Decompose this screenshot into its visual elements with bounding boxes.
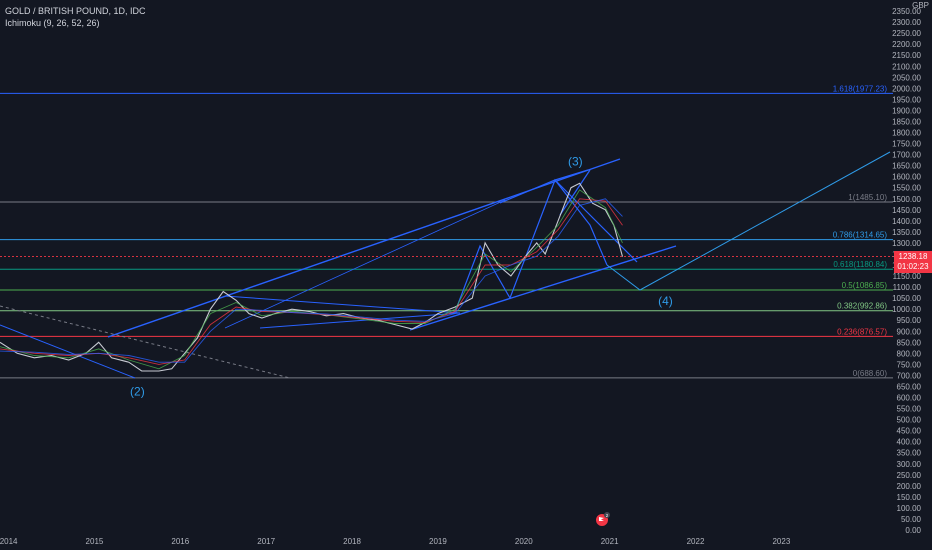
event-flag-icon[interactable]: 2 bbox=[594, 512, 610, 528]
price-series-line bbox=[0, 182, 624, 372]
y-axis-tick-label: 2100.00 bbox=[892, 62, 921, 71]
fib-level-label: 0.382(992.86) bbox=[837, 302, 887, 311]
y-axis-tick-label: 0.00 bbox=[905, 526, 921, 535]
y-axis-tick-label: 500.00 bbox=[897, 416, 922, 425]
y-axis-tick-label: 900.00 bbox=[897, 327, 922, 336]
y-axis-tick-label: 950.00 bbox=[897, 316, 922, 325]
price-series-line bbox=[0, 198, 623, 365]
y-axis-tick-label: 1000.00 bbox=[892, 305, 921, 314]
x-axis-tick-label: 2018 bbox=[343, 537, 361, 546]
y-axis-tick-label: 450.00 bbox=[897, 427, 922, 436]
y-axis-tick-label: 250.00 bbox=[897, 471, 922, 480]
y-axis-tick-label: 600.00 bbox=[897, 394, 922, 403]
fib-levels: 1.618(1977.23) 1(1485.10) 0.786(1314.65) 0.… bbox=[0, 84, 893, 379]
x-axis-tick-label: 2019 bbox=[429, 537, 447, 546]
price-series-line bbox=[0, 189, 623, 370]
y-axis[interactable]: 0.00 50.00 100.00 150.00 200.00 250.00 300.00 3… bbox=[892, 7, 921, 535]
y-axis-tick-label: 1600.00 bbox=[892, 173, 921, 182]
currency-label: GBP bbox=[912, 1, 929, 10]
y-axis-tick-label: 1750.00 bbox=[892, 140, 921, 149]
wedge-inner-line[interactable] bbox=[259, 312, 461, 329]
y-axis-tick-label: 2000.00 bbox=[892, 84, 921, 93]
channel-lower-line[interactable] bbox=[409, 245, 677, 331]
x-axis-tick-label: 2017 bbox=[257, 537, 275, 546]
wave-zigzag-line[interactable] bbox=[454, 178, 608, 313]
y-axis-tick-label: 1400.00 bbox=[892, 217, 921, 226]
y-axis-tick-label: 750.00 bbox=[897, 360, 922, 369]
y-axis-tick-label: 1850.00 bbox=[892, 117, 921, 126]
price-series bbox=[0, 182, 624, 372]
y-axis-tick-label: 400.00 bbox=[897, 438, 922, 447]
fib-level-label: 0.236(876.57) bbox=[837, 327, 887, 336]
trend-lines bbox=[0, 151, 891, 379]
wave-label: (2) bbox=[130, 384, 145, 398]
y-axis-tick-label: 1350.00 bbox=[892, 228, 921, 237]
svg-text:2: 2 bbox=[606, 513, 609, 518]
y-axis-tick-label: 1900.00 bbox=[892, 106, 921, 115]
y-axis-tick-label: 200.00 bbox=[897, 482, 922, 491]
mid-diagonal-line[interactable] bbox=[224, 199, 506, 329]
y-axis-tick-label: 550.00 bbox=[897, 405, 922, 414]
y-axis-tick-label: 2250.00 bbox=[892, 29, 921, 38]
y-axis-tick-label: 2050.00 bbox=[892, 73, 921, 82]
y-axis-tick-label: 2350.00 bbox=[892, 7, 921, 16]
x-axis-tick-label: 2014 bbox=[0, 537, 18, 546]
y-axis-tick-label: 1550.00 bbox=[892, 184, 921, 193]
y-axis-tick-label: 1500.00 bbox=[892, 195, 921, 204]
last-price-tag: 1238.18 01:02:23 bbox=[894, 250, 932, 273]
y-axis-tick-label: 1150.00 bbox=[893, 272, 922, 281]
last-price-value: 1238.18 bbox=[898, 251, 928, 261]
x-axis-tick-label: 2016 bbox=[171, 537, 189, 546]
peak-to-channel-line[interactable] bbox=[554, 179, 638, 263]
y-axis-tick-label: 1450.00 bbox=[892, 206, 921, 215]
fib-level-label: 0.786(1314.65) bbox=[833, 231, 888, 240]
dashed-trend-line[interactable] bbox=[0, 305, 291, 379]
fib-level-label: 0.5(1086.85) bbox=[842, 281, 888, 290]
y-axis-tick-label: 100.00 bbox=[897, 504, 922, 513]
y-axis-tick-label: 300.00 bbox=[897, 460, 922, 469]
y-axis-tick-label: 2300.00 bbox=[892, 18, 921, 27]
x-axis-tick-label: 2021 bbox=[601, 537, 619, 546]
fib-level-label: 1.618(1977.23) bbox=[833, 84, 888, 93]
projection-line[interactable] bbox=[606, 151, 891, 291]
y-axis-tick-label: 350.00 bbox=[897, 449, 922, 458]
channel-connector-line[interactable] bbox=[559, 169, 591, 216]
wave-label: (3) bbox=[568, 155, 583, 169]
y-axis-tick-label: 1700.00 bbox=[892, 151, 921, 160]
x-axis-tick-label: 2015 bbox=[86, 537, 104, 546]
y-axis-tick-label: 1100.00 bbox=[893, 283, 922, 292]
x-axis-tick-label: 2023 bbox=[772, 537, 790, 546]
fib-level-label: 0(688.60) bbox=[853, 369, 888, 378]
wave-label: (4) bbox=[658, 294, 673, 308]
y-axis-tick-label: 1050.00 bbox=[892, 294, 921, 303]
x-axis-tick-label: 2022 bbox=[687, 537, 705, 546]
y-axis-tick-label: 1650.00 bbox=[892, 162, 921, 171]
price-series-line bbox=[0, 198, 623, 363]
y-axis-tick-label: 700.00 bbox=[897, 371, 922, 380]
y-axis-tick-label: 850.00 bbox=[897, 338, 922, 347]
wedge-upper-line[interactable] bbox=[224, 295, 461, 314]
x-axis-tick-label: 2020 bbox=[515, 537, 533, 546]
y-axis-tick-label: 2200.00 bbox=[892, 40, 921, 49]
bar-countdown: 01:02:23 bbox=[897, 261, 929, 271]
x-axis[interactable]: 2014 2015 2016 2017 2018 2019 2020 2021 2022 2023 bbox=[0, 537, 791, 546]
y-axis-tick-label: 800.00 bbox=[897, 349, 922, 358]
y-axis-tick-label: 2150.00 bbox=[892, 51, 921, 60]
wave-labels: (2) (3) (4) bbox=[130, 155, 673, 399]
symbol-title: GOLD / BRITISH POUND, 1D, IDC bbox=[5, 6, 146, 16]
fib-level-label: 0.618(1180.84) bbox=[833, 260, 887, 269]
fib-level-label: 1(1485.10) bbox=[848, 193, 887, 202]
early-descending-line[interactable] bbox=[0, 324, 136, 379]
y-axis-tick-label: 150.00 bbox=[897, 493, 922, 502]
y-axis-tick-label: 650.00 bbox=[897, 382, 922, 391]
y-axis-tick-label: 1300.00 bbox=[892, 239, 921, 248]
y-axis-tick-label: 1950.00 bbox=[892, 95, 921, 104]
y-axis-tick-label: 50.00 bbox=[901, 515, 922, 524]
indicator-label: Ichimoku (9, 26, 52, 26) bbox=[5, 18, 100, 28]
y-axis-tick-label: 1800.00 bbox=[892, 129, 921, 138]
